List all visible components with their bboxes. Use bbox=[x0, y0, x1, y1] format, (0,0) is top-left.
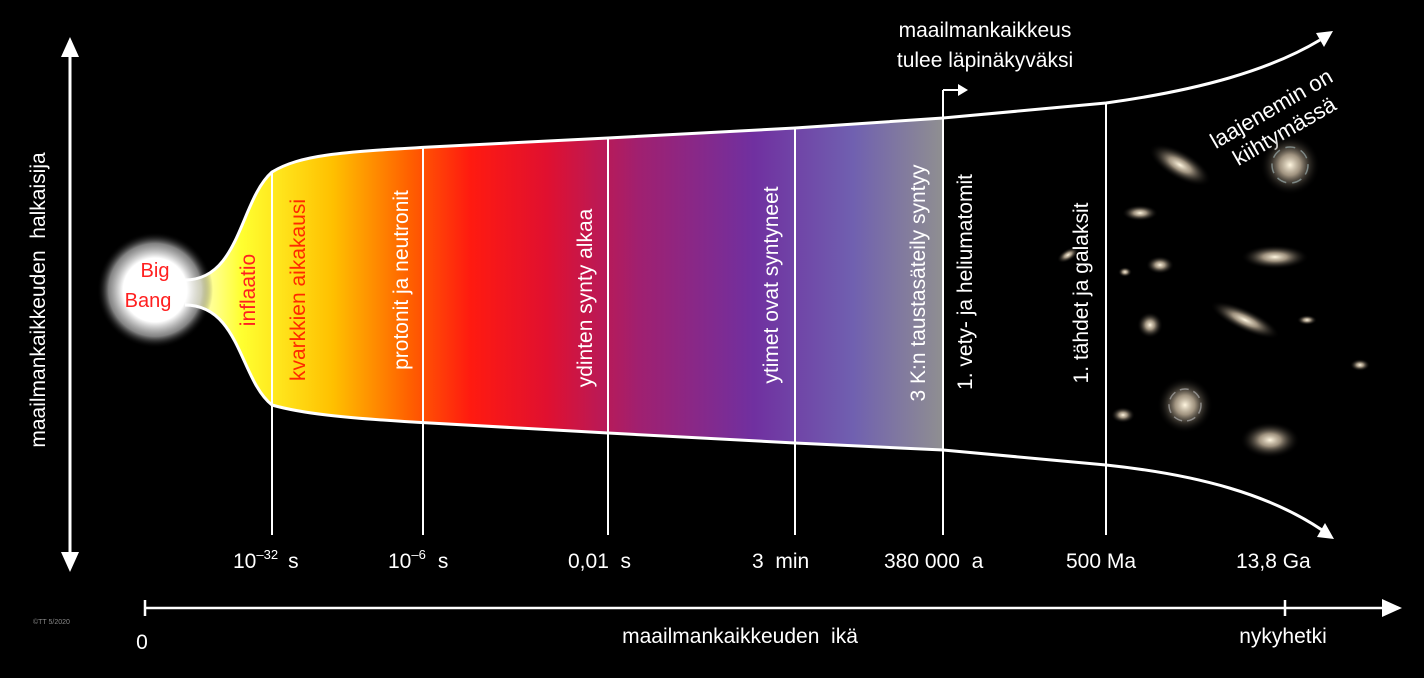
epoch-label-protons: protonit ja neutronit bbox=[390, 190, 413, 370]
galaxy-icon bbox=[1137, 312, 1163, 338]
transparency-label-2: tulee läpinäkyväksi bbox=[897, 49, 1073, 72]
galaxy-icon bbox=[1111, 407, 1135, 423]
x-axis-arrowhead bbox=[1382, 599, 1402, 617]
y-axis-arrow-up bbox=[61, 37, 79, 57]
time-label-2-exp: –6 bbox=[411, 547, 425, 562]
galaxy-icon bbox=[1148, 143, 1212, 187]
time-label-2: 10–6 s bbox=[388, 547, 448, 573]
upper-arrowhead bbox=[1316, 31, 1333, 47]
galaxy-icon bbox=[1260, 135, 1320, 195]
time-label-2-base: 10 bbox=[388, 550, 411, 573]
time-label-1-exp: –32 bbox=[256, 547, 278, 562]
galaxy-icon bbox=[1241, 245, 1309, 269]
x-axis-label: maailmankaikkeuden ikä bbox=[622, 625, 858, 648]
galaxy-icon bbox=[1271, 146, 1309, 184]
galaxy-icon bbox=[1168, 388, 1202, 422]
big-bang-label: Big bbox=[141, 260, 170, 282]
galaxy-icon bbox=[1122, 205, 1158, 221]
galaxy-icon bbox=[1210, 301, 1280, 339]
time-label-3: 0,01 s bbox=[568, 550, 631, 573]
lower-boundary-curve bbox=[184, 303, 1323, 532]
galaxy-icon bbox=[1146, 256, 1174, 274]
big-bang-glow bbox=[97, 232, 213, 348]
epoch-color-region bbox=[185, 118, 943, 450]
galaxy-icon bbox=[1240, 422, 1300, 458]
upper-boundary-curve bbox=[184, 38, 1321, 282]
lower-arrowhead bbox=[1317, 523, 1334, 539]
time-label-1-base: 10 bbox=[233, 550, 256, 573]
transparency-arrowhead bbox=[958, 84, 968, 96]
galaxy-icon bbox=[1297, 315, 1317, 325]
epoch-label-inflation: inflaatio bbox=[237, 254, 260, 326]
galaxy-icon bbox=[1057, 247, 1079, 263]
epoch-label-nuclei: ytimet ovat syntyneet bbox=[760, 186, 783, 383]
x-axis-start-label: 0 bbox=[136, 631, 148, 654]
galaxy-icon bbox=[1118, 267, 1132, 277]
time-label-4: 3 min bbox=[752, 550, 809, 573]
epoch-label-quark: kvarkkien aikakausi bbox=[287, 199, 310, 381]
time-label-6: 500 Ma bbox=[1066, 550, 1136, 573]
epoch-label-cmb: 3 K:n taustasäteily syntyy bbox=[907, 164, 930, 401]
time-label-1-unit: s bbox=[288, 550, 299, 573]
galaxy-icon bbox=[1157, 377, 1213, 433]
galaxy-images bbox=[1057, 135, 1370, 458]
time-label-5: 380 000 a bbox=[884, 550, 984, 573]
time-label-7: 13,8 Ga bbox=[1236, 550, 1311, 573]
y-axis-label: maailmankaikkeuden halkaisija bbox=[27, 152, 50, 448]
transparency-label: maailmankaikkeus bbox=[899, 19, 1072, 42]
big-bang-label-2: Bang bbox=[125, 290, 172, 312]
epoch-label-nucleosynthesis: ydinten synty alkaa bbox=[574, 208, 597, 387]
x-axis-end-label: nykyhetki bbox=[1239, 625, 1327, 648]
time-label-2-unit: s bbox=[438, 550, 449, 573]
y-axis-arrow-down bbox=[61, 552, 79, 572]
epoch-label-stars: 1. tähdet ja galaksit bbox=[1070, 202, 1093, 383]
copyright-note: ©TT 5/2020 bbox=[33, 618, 70, 626]
epoch-label-atoms: 1. vety- ja heliumatomit bbox=[954, 174, 977, 390]
time-label-1: 10–32 s bbox=[233, 547, 299, 573]
galaxy-icon bbox=[1350, 359, 1370, 371]
